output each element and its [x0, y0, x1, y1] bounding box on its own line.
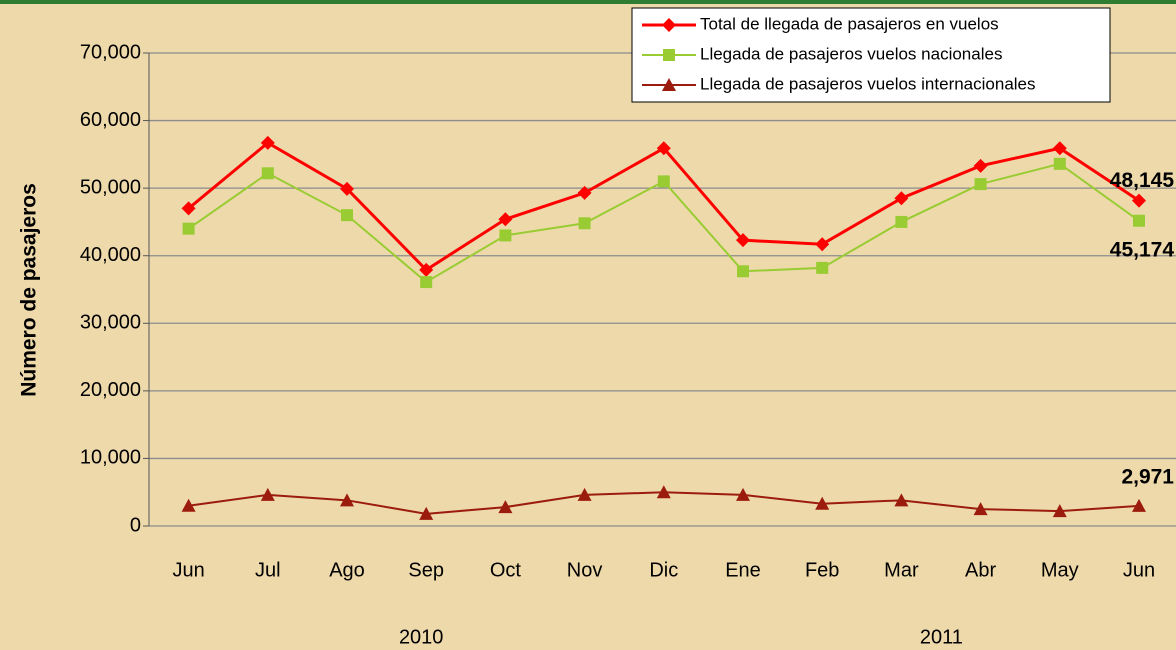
data-point: [974, 178, 987, 191]
data-point: [656, 141, 671, 156]
data-point: [1052, 141, 1067, 156]
x-tick-label: Sep: [408, 559, 444, 581]
y-tick-label: 0: [130, 514, 141, 536]
data-point: [1133, 214, 1145, 227]
data-point: [973, 158, 988, 173]
x-tick-label: Jul: [255, 559, 281, 581]
year-label: 2011: [920, 626, 963, 648]
data-point: [181, 498, 196, 512]
x-tick-label: Mar: [884, 559, 919, 581]
data-point: [577, 185, 592, 200]
data-point: [340, 181, 354, 196]
data-point: [656, 485, 671, 499]
data-point: [420, 276, 433, 289]
x-tick-label: Ene: [725, 559, 761, 581]
data-point: [578, 217, 591, 230]
data-point: [260, 135, 275, 150]
x-tick-label: Abr: [965, 559, 996, 581]
x-tick-label: May: [1041, 559, 1079, 581]
data-point: [261, 167, 274, 180]
data-point: [973, 502, 988, 516]
data-point: [498, 500, 513, 514]
data-label: 48,145: [1110, 169, 1175, 192]
y-tick-label: 70,000: [80, 41, 141, 63]
data-point: [499, 229, 512, 242]
data-point: [816, 261, 829, 274]
legend-marker: [663, 49, 675, 61]
y-tick-label: 10,000: [80, 447, 141, 469]
x-tick-label: Oct: [490, 559, 522, 581]
data-point: [577, 487, 592, 501]
data-point: [341, 209, 353, 222]
y-tick-label: 50,000: [80, 176, 141, 198]
legend-label: Llegada de pasajeros vuelos nacionales: [700, 44, 1002, 63]
data-point: [895, 215, 908, 228]
top-border: [0, 0, 1176, 4]
data-point: [181, 201, 196, 216]
legend-marker: [662, 78, 676, 91]
data-point: [182, 222, 195, 235]
data-point: [815, 496, 830, 510]
data-point: [340, 493, 354, 507]
y-tick-label: 20,000: [80, 379, 141, 401]
y-tick-label: 30,000: [80, 312, 141, 334]
data-point: [1132, 498, 1146, 512]
data-point: [736, 233, 750, 248]
data-point: [1132, 193, 1146, 208]
data-point: [894, 191, 909, 206]
data-point: [1052, 504, 1067, 518]
y-axis-label: Número de pasajeros: [18, 183, 41, 397]
data-label: 45,174: [1110, 238, 1175, 261]
year-label: 2010: [399, 626, 444, 648]
data-point: [736, 487, 750, 501]
x-tick-label: Dic: [649, 559, 678, 581]
x-tick-label: Nov: [567, 559, 603, 581]
data-point: [815, 237, 830, 252]
data-point: [737, 265, 749, 278]
legend-marker: [662, 18, 676, 32]
data-point: [1053, 157, 1066, 170]
y-tick-label: 60,000: [80, 109, 141, 131]
legend-label: Llegada de pasajeros vuelos internaciona…: [700, 74, 1036, 93]
legend-box: [631, 7, 1111, 103]
x-tick-label: Jun: [1123, 559, 1155, 581]
data-point: [894, 493, 909, 507]
legend-label: Total de llegada de pasajeros en vuelos: [700, 14, 999, 33]
y-tick-label: 40,000: [80, 244, 141, 266]
x-tick-label: Ago: [329, 559, 365, 581]
x-tick-label: Jun: [172, 559, 204, 581]
data-point: [657, 175, 670, 188]
data-point: [419, 262, 434, 277]
data-point: [260, 487, 275, 501]
data-point: [419, 506, 434, 520]
x-tick-label: Feb: [805, 559, 839, 581]
data-label: 2,971: [1121, 465, 1174, 488]
data-point: [498, 212, 513, 227]
